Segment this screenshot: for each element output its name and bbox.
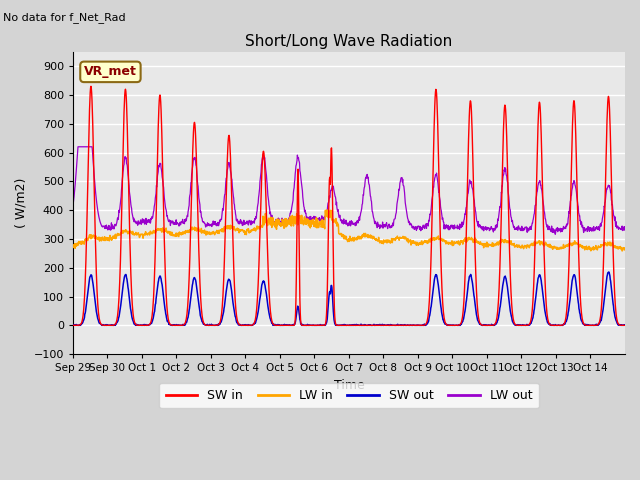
Title: Short/Long Wave Radiation: Short/Long Wave Radiation [245,34,452,49]
Legend: SW in, LW in, SW out, LW out: SW in, LW in, SW out, LW out [159,383,539,408]
X-axis label: Time: Time [333,379,364,392]
Text: No data for f_Net_Rad: No data for f_Net_Rad [3,12,126,23]
Y-axis label: ( W/m2): ( W/m2) [15,178,28,228]
Text: VR_met: VR_met [84,65,137,78]
